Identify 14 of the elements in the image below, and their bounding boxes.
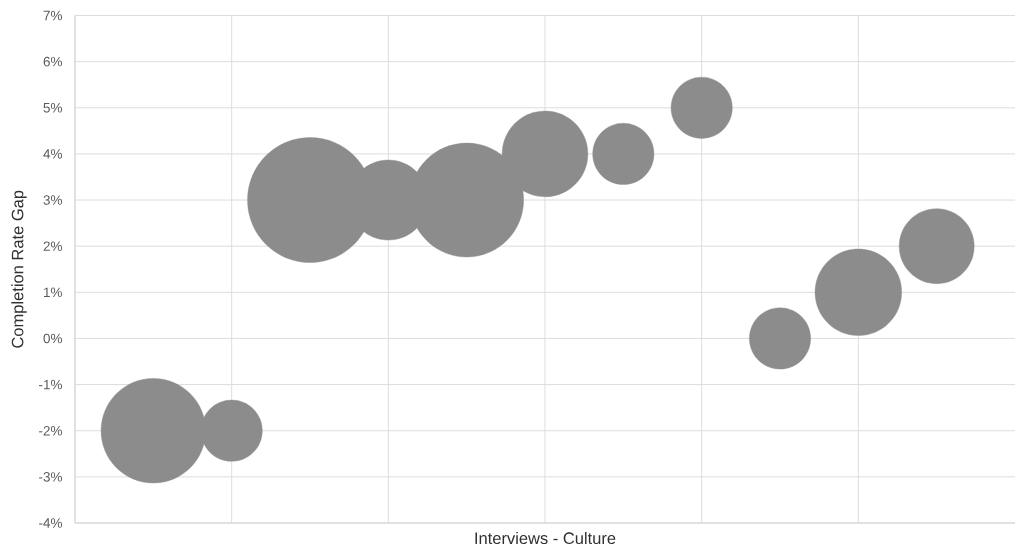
x-axis-title: Interviews - Culture (475, 531, 616, 545)
y-tick-label: 4% (43, 149, 62, 159)
y-tick-label: -1% (39, 379, 62, 390)
y-axis-title: Completion Rate Gap (11, 190, 27, 348)
y-tick-label: 1% (44, 287, 62, 298)
y-tick-label: -3% (39, 472, 62, 482)
y-tick-label: 3% (43, 195, 62, 205)
y-tick-label: -4% (39, 518, 62, 528)
y-tick-label: 0% (43, 333, 62, 344)
y-tick-label: 7% (43, 10, 62, 21)
y-tick-label: 6% (43, 56, 62, 67)
y-tick-label: 5% (43, 103, 62, 113)
y-tick-label: -2% (39, 425, 62, 436)
y-tick-label: 2% (43, 241, 62, 251)
